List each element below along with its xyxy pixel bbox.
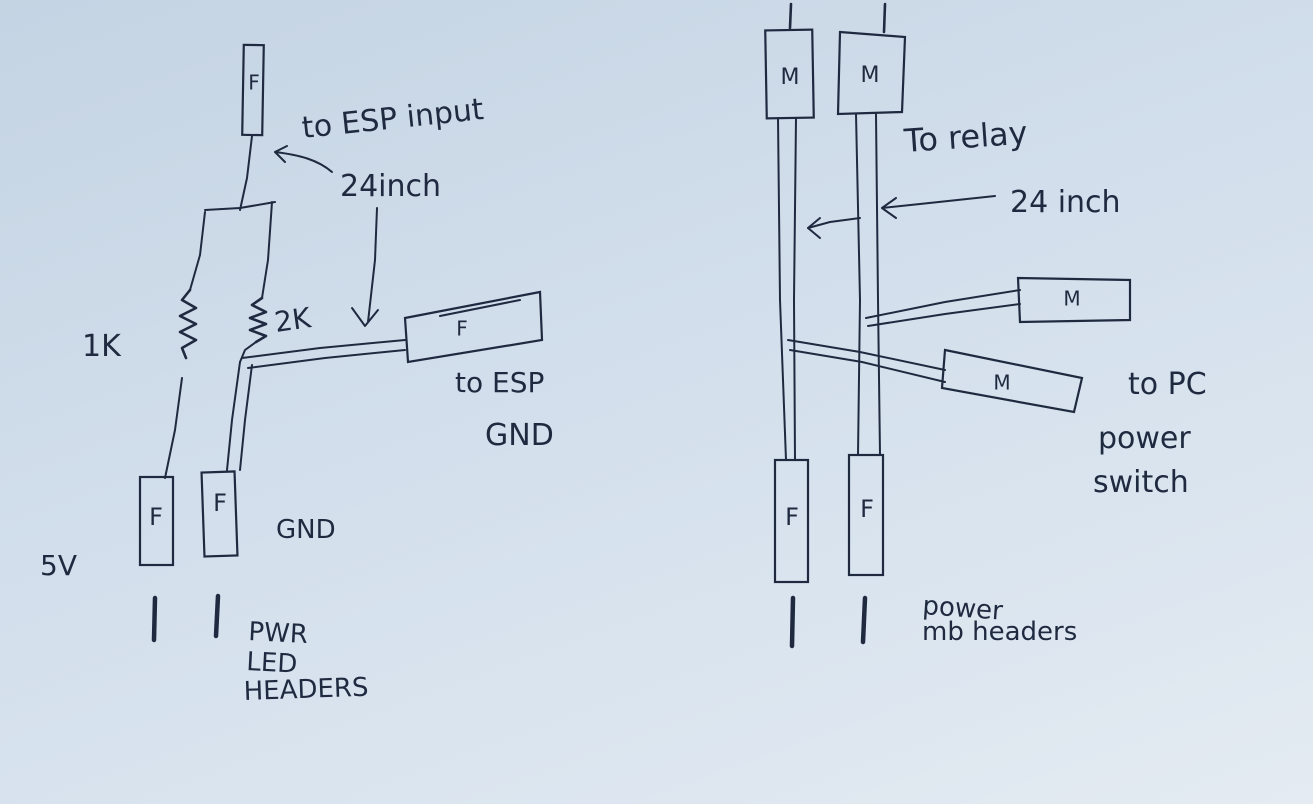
label-esp-input: to ESP input — [300, 92, 485, 146]
pc-switch-connector-1: M — [1016, 276, 1132, 324]
pwr-led-pin-5v — [151, 595, 158, 643]
label-24inch-left: 24inch — [340, 169, 441, 204]
label-relay: To relay — [902, 113, 1029, 160]
left-diagram: F F — [40, 43, 554, 707]
pc-switch-connector-1-label: M — [1063, 287, 1080, 311]
resistor-2k — [239, 201, 273, 363]
relay-wire-stub-1 — [788, 2, 793, 30]
label-pc-line3: switch — [1093, 465, 1189, 500]
relay-wire-stub-2 — [882, 2, 887, 34]
mb-header-pin-2 — [860, 595, 868, 645]
label-mb-line1: power — [922, 591, 1005, 627]
connector-5v-label: F — [149, 503, 163, 531]
mb-connector-1-label: F — [785, 503, 799, 531]
label-esp-gnd-line1: to ESP — [455, 366, 544, 399]
relay-connector-2-label: M — [861, 63, 880, 88]
mb-connector-2: F — [847, 453, 885, 577]
esp-input-connector: F — [241, 43, 265, 137]
pc-switch-connector-2-label: M — [993, 371, 1010, 395]
connector-gnd: F — [200, 470, 239, 558]
label-1k: 1K — [82, 329, 122, 364]
esp-gnd-connector: F — [403, 290, 544, 364]
label-esp-gnd-line2: GND — [485, 418, 554, 453]
resistor-1k — [164, 211, 206, 479]
label-pwr-led-line3: HEADERS — [243, 673, 369, 707]
right-diagram: M M M M — [764, 2, 1207, 649]
relay-connector-1: M — [764, 28, 815, 120]
label-24inch-right: 24 inch — [1010, 185, 1121, 220]
esp-input-connector-label: F — [248, 71, 260, 95]
label-pwr-led-line2: LED — [246, 647, 298, 680]
connector-gnd-label: F — [213, 489, 227, 517]
label-mb-line2: mb headers — [922, 617, 1077, 647]
relay-connector-2: M — [836, 30, 907, 116]
mb-connector-2-label: F — [860, 495, 874, 523]
label-5v: 5V — [40, 549, 77, 582]
esp-gnd-connector-label: F — [456, 317, 468, 341]
pwr-led-pin-gnd — [213, 593, 221, 639]
pc-switch-connector-2: M — [940, 348, 1084, 414]
mb-header-pin-1 — [789, 595, 796, 649]
label-pc-line1: to PC — [1128, 367, 1207, 402]
label-gnd: GND — [276, 515, 336, 545]
label-2k: 2K — [272, 301, 313, 339]
relay-connector-1-label: M — [781, 65, 800, 90]
label-pwr-led-line1: PWR — [248, 617, 309, 650]
connector-5v: F — [138, 475, 175, 567]
mb-connector-1: F — [773, 458, 810, 584]
label-pc-line2: power — [1098, 421, 1191, 456]
